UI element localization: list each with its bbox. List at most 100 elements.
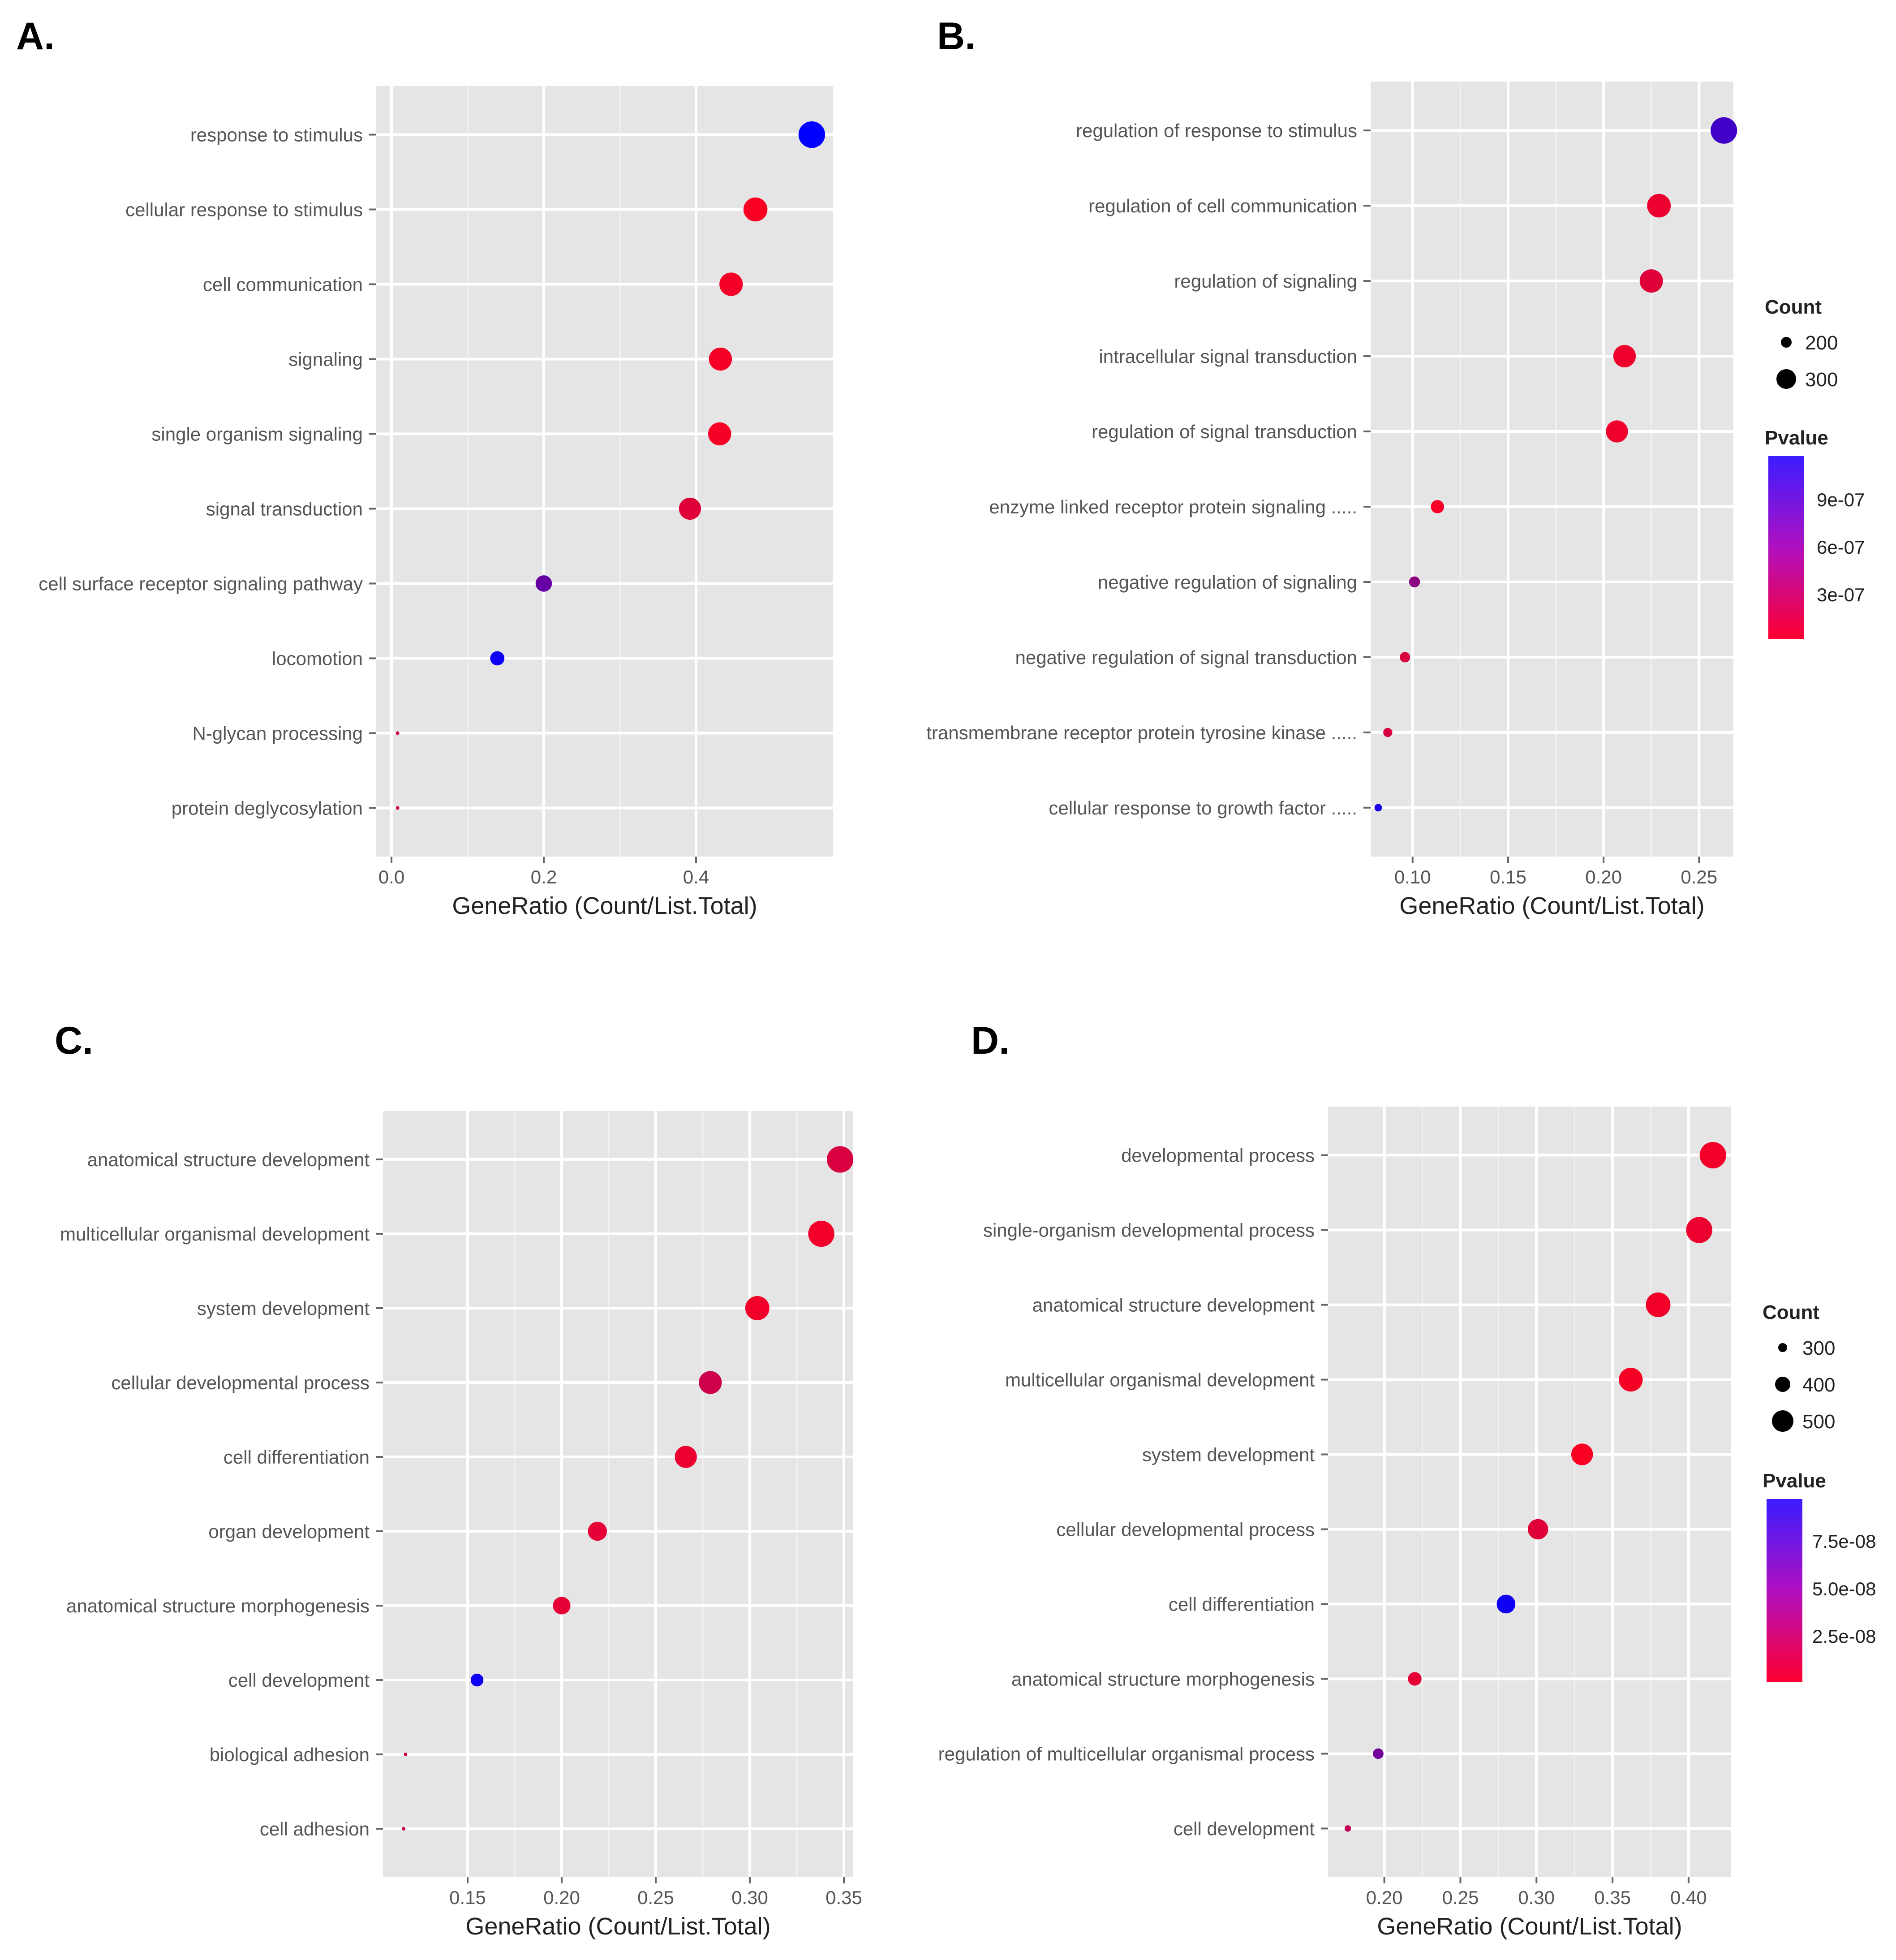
- category-label-d: single-organism developmental process: [983, 1220, 1315, 1241]
- legend-b-pvalue-colorbar: [1768, 456, 1804, 639]
- legend-d: Count 300 400 500 Pvalue 7.5e-08 5.0e-08…: [1763, 1301, 1876, 1682]
- data-point-c: [808, 1220, 834, 1247]
- x-tick-label-c: 0.20: [543, 1887, 580, 1908]
- data-point-a: [396, 731, 400, 735]
- legend-b-count-title: Count: [1765, 296, 1822, 318]
- x-tick-label-d: 0.30: [1518, 1887, 1555, 1908]
- data-point-a: [535, 575, 552, 592]
- category-label-b: intracellular signal transduction: [1099, 346, 1357, 367]
- chart-panel-c: 0.15 0.20 0.25 0.30 0.35 anatomical structure…: [60, 1111, 862, 1940]
- legend-b-count-dot-small: [1781, 337, 1792, 348]
- category-label-c: anatomical structure development: [87, 1149, 370, 1170]
- data-point-c: [745, 1296, 770, 1320]
- legend-b-count-dot-large: [1776, 369, 1796, 389]
- x-axis-title-c: GeneRatio (Count/List.Total): [465, 1913, 770, 1940]
- category-label-d: anatomical structure development: [1032, 1295, 1315, 1316]
- category-label-b: enzyme linked receptor protein signaling…: [989, 496, 1357, 517]
- x-axis-title-a: GeneRatio (Count/List.Total): [452, 892, 757, 919]
- category-label-c: biological adhesion: [210, 1744, 370, 1765]
- data-point-d: [1527, 1519, 1548, 1540]
- category-label-b: transmembrane receptor protein tyrosine …: [926, 722, 1357, 743]
- legend-b-count-label-small: 200: [1805, 332, 1838, 354]
- data-point-c: [404, 1753, 408, 1757]
- category-label-a: locomotion: [272, 648, 363, 669]
- category-label-b: regulation of response to stimulus: [1076, 120, 1357, 141]
- category-label-c: cellular developmental process: [111, 1372, 370, 1393]
- data-point-b: [1400, 652, 1410, 663]
- category-label-d: system development: [1142, 1444, 1315, 1465]
- category-label-b: negative regulation of signal transducti…: [1015, 647, 1357, 668]
- category-label-a: single organism signaling: [151, 424, 363, 445]
- data-point-c: [553, 1597, 571, 1615]
- data-point-c: [588, 1521, 607, 1541]
- category-label-a: N-glycan processing: [192, 723, 363, 744]
- x-tick-label-a: 0.2: [531, 866, 557, 887]
- data-point-a: [708, 422, 731, 446]
- plot-background-b: [1371, 82, 1733, 857]
- category-label-c: system development: [197, 1298, 370, 1319]
- x-tick-label-d: 0.40: [1670, 1887, 1707, 1908]
- legend-d-count-dot-large: [1772, 1410, 1793, 1432]
- x-tick-label-d: 0.25: [1442, 1887, 1479, 1908]
- chart-panel-d: 0.20 0.25 0.30 0.35 0.40 developmental proces…: [938, 1107, 1731, 1940]
- category-label-b: cellular response to growth factor .....: [1049, 797, 1357, 818]
- category-label-d: cellular developmental process: [1056, 1519, 1315, 1540]
- plot-background-d: [1328, 1107, 1731, 1877]
- category-label-b: regulation of cell communication: [1088, 195, 1357, 216]
- category-label-c: cell adhesion: [260, 1818, 370, 1839]
- category-label-c: organ development: [208, 1521, 370, 1542]
- legend-d-count-dot-small: [1778, 1343, 1787, 1352]
- x-axis-title-b: GeneRatio (Count/List.Total): [1399, 892, 1704, 919]
- x-tick-label-b: 0.15: [1490, 866, 1526, 887]
- data-point-c: [675, 1446, 697, 1468]
- category-label-b: regulation of signaling: [1174, 271, 1357, 292]
- panel-label-a: A.: [16, 15, 55, 58]
- data-point-b: [1409, 576, 1420, 588]
- category-label-c: multicellular organismal development: [60, 1223, 370, 1245]
- category-label-c: cell differentiation: [224, 1447, 370, 1468]
- category-label-b: regulation of signal transduction: [1092, 421, 1357, 442]
- x-tick-label-c: 0.30: [731, 1887, 768, 1908]
- category-label-c: anatomical structure morphogenesis: [66, 1595, 370, 1616]
- x-tick-label-c: 0.15: [449, 1887, 486, 1908]
- data-point-d: [1344, 1825, 1351, 1832]
- data-point-a: [679, 497, 701, 520]
- category-label-a: cell surface receptor signaling pathway: [39, 573, 363, 594]
- data-point-d: [1408, 1672, 1422, 1686]
- category-label-a: cell communication: [203, 274, 363, 295]
- x-tick-label-d: 0.20: [1366, 1887, 1403, 1908]
- category-label-d: cell development: [1174, 1818, 1315, 1839]
- legend-d-pvalue-colorbar: [1767, 1499, 1802, 1682]
- data-point-d: [1686, 1217, 1712, 1243]
- x-axis-title-d: GeneRatio (Count/List.Total): [1377, 1913, 1682, 1940]
- category-label-a: signaling: [288, 349, 363, 370]
- plot-background-c: [383, 1111, 853, 1877]
- data-point-b: [1711, 117, 1737, 144]
- panel-label-c: C.: [55, 1019, 93, 1062]
- category-label-a: protein deglycosylation: [172, 797, 363, 818]
- data-point-d: [1496, 1594, 1516, 1614]
- legend-d-pvalue-label-1: 7.5e-08: [1812, 1531, 1876, 1552]
- category-label-d: anatomical structure morphogenesis: [1011, 1668, 1315, 1689]
- legend-b-pvalue-label-3: 3e-07: [1817, 584, 1865, 605]
- data-point-d: [1619, 1367, 1643, 1392]
- x-tick-label-c: 0.35: [825, 1887, 862, 1908]
- data-point-b: [1431, 500, 1445, 513]
- data-point-b: [1613, 345, 1636, 368]
- data-point-a: [798, 121, 825, 148]
- legend-d-count-label-mid: 400: [1802, 1374, 1835, 1396]
- panel-label-b: B.: [937, 15, 976, 58]
- legend-b-pvalue-label-2: 6e-07: [1817, 537, 1865, 558]
- data-point-c: [699, 1371, 722, 1394]
- data-point-b: [1374, 804, 1382, 812]
- panel-label-d: D.: [971, 1019, 1010, 1062]
- data-point-d: [1646, 1292, 1671, 1318]
- data-point-a: [743, 197, 768, 222]
- legend-d-count-dot-mid: [1775, 1377, 1790, 1392]
- data-point-b: [1647, 194, 1671, 218]
- x-tick-label-c: 0.25: [637, 1887, 674, 1908]
- data-point-b: [1383, 728, 1393, 737]
- data-point-d: [1699, 1142, 1726, 1169]
- legend-d-pvalue-label-3: 2.5e-08: [1812, 1626, 1876, 1647]
- x-tick-label-a: 0.4: [683, 866, 709, 887]
